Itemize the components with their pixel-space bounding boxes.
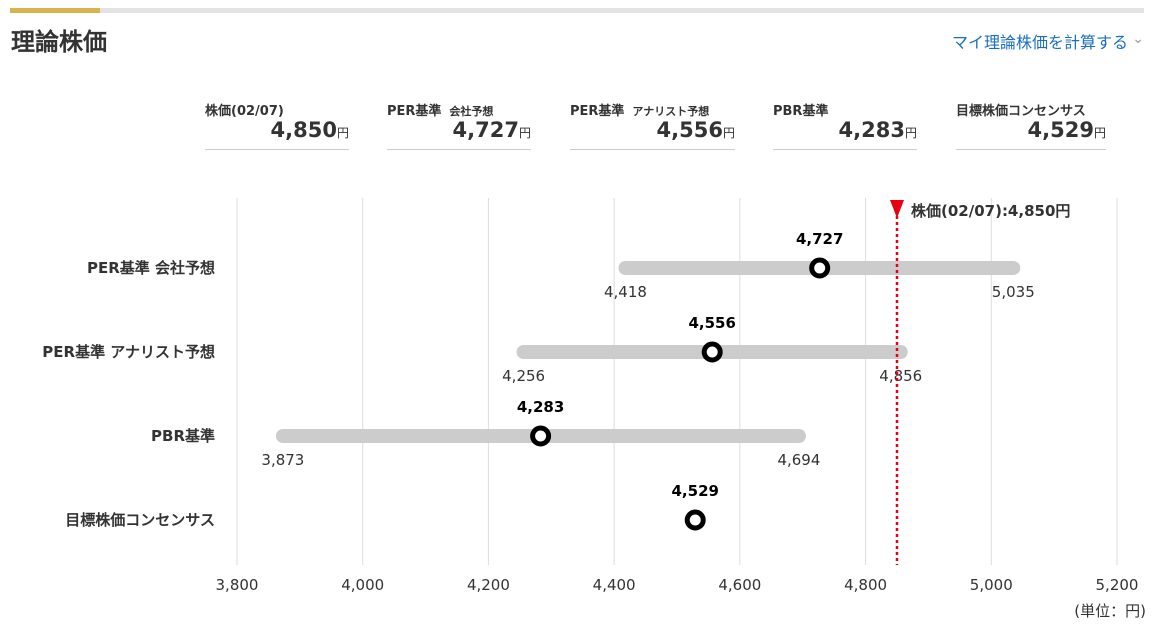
range-high-label: 4,694 — [777, 451, 820, 469]
x-tick-label: 4,000 — [341, 576, 384, 594]
summary-label: 株価(02/07) — [205, 104, 284, 119]
row-label: PER基準 アナリスト予想 — [42, 343, 215, 361]
summary-value: 4,529円 — [956, 118, 1106, 150]
x-tick-label: 5,000 — [970, 576, 1013, 594]
summary-target-consensus: 目標株価コンセンサス 4,529円 — [956, 100, 1106, 150]
summary-per-analyst: PER基準 アナリスト予想 4,556円 — [570, 100, 735, 150]
summary-value: 4,556円 — [570, 118, 735, 150]
row-label: PBR基準 — [151, 427, 215, 445]
summary-pbr: PBR基準 4,283円 — [773, 100, 917, 150]
page-title: 理論株価 — [11, 28, 107, 56]
current-price-label: 株価(02/07):4,850円 — [911, 202, 1070, 220]
value-marker — [684, 509, 706, 531]
top-accent-highlight — [10, 8, 100, 13]
row-label: 目標株価コンセンサス — [65, 511, 215, 529]
summary-per-company: PER基準 会社予想 4,727円 — [387, 100, 531, 150]
value-marker — [701, 341, 723, 363]
summary-value: 4,727円 — [387, 118, 531, 150]
calc-theoretical-price-link[interactable]: マイ理論株価を計算する — [951, 33, 1128, 52]
range-low-label: 4,256 — [502, 367, 545, 385]
range-high-label: 5,035 — [992, 283, 1035, 301]
summary-label: PER基準 アナリスト予想 — [570, 104, 710, 119]
top-accent-bar — [10, 8, 1144, 13]
range-low-label: 3,873 — [261, 451, 304, 469]
x-tick-label: 3,800 — [216, 576, 259, 594]
range-high-label: 4,856 — [879, 367, 922, 385]
unit-label: (単位：円) — [1074, 602, 1146, 620]
value-marker — [530, 425, 552, 447]
row-label: PER基準 会社予想 — [87, 259, 215, 277]
value-marker — [809, 257, 831, 279]
x-tick-label: 4,600 — [718, 576, 761, 594]
summary-value: 4,283円 — [773, 118, 917, 150]
value-label: 4,556 — [688, 314, 735, 332]
x-tick-label: 5,200 — [1096, 576, 1139, 594]
x-tick-label: 4,400 — [593, 576, 636, 594]
summary-label: PER基準 会社予想 — [387, 104, 494, 119]
x-tick-label: 4,200 — [467, 576, 510, 594]
value-label: 4,283 — [517, 398, 564, 416]
value-label: 4,727 — [796, 230, 843, 248]
chevron-down-icon[interactable]: ⌄ — [1132, 31, 1144, 47]
range-low-label: 4,418 — [604, 283, 647, 301]
summary-stock-price: 株価(02/07) 4,850円 — [205, 100, 349, 150]
summary-label: 目標株価コンセンサス — [956, 104, 1086, 119]
summary-value: 4,850円 — [205, 118, 349, 150]
value-label: 4,529 — [672, 482, 719, 500]
summary-label: PBR基準 — [773, 104, 829, 119]
triangle-down-icon — [890, 200, 904, 218]
x-tick-label: 4,800 — [844, 576, 887, 594]
